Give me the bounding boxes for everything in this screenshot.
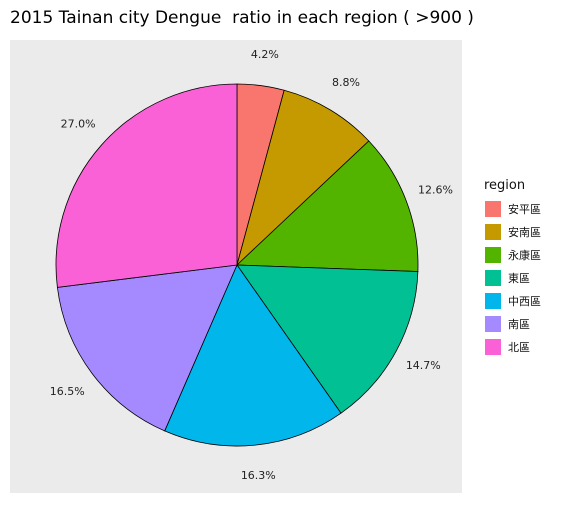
legend-item: 永康區 xyxy=(484,243,541,266)
chart-title: 2015 Tainan city Dengue ratio in each re… xyxy=(10,8,474,28)
pie-label-4: 14.7% xyxy=(406,359,441,372)
pie-slice-4 xyxy=(236,264,419,414)
pie-labels: 4.2% 8.8% 12.6% 14.7% 16.3% 16.5% 27.0% xyxy=(50,48,453,482)
pie-slice-6 xyxy=(56,264,238,432)
pie-label-2: 8.8% xyxy=(332,76,360,89)
legend-label: 南區 xyxy=(508,317,530,331)
pie-slice-5 xyxy=(164,264,342,447)
legend-label: 中西區 xyxy=(508,294,541,308)
legend-label: 安平區 xyxy=(508,202,541,216)
legend-swatch xyxy=(484,337,502,356)
pie-slice-2 xyxy=(236,89,370,267)
pie-label-5: 16.3% xyxy=(241,469,276,482)
legend-swatch xyxy=(484,199,502,218)
legend-swatch xyxy=(484,222,502,241)
legend-item: 安平區 xyxy=(484,197,541,220)
legend-item: 南區 xyxy=(484,312,541,335)
pie-label-3: 12.6% xyxy=(418,183,453,196)
legend-item: 東區 xyxy=(484,266,541,289)
legend: region 安平區安南區永康區東區中西區南區北區 xyxy=(484,178,541,358)
legend-item: 北區 xyxy=(484,335,541,358)
pie-label-1: 4.2% xyxy=(251,48,279,61)
legend-swatch xyxy=(484,291,502,310)
legend-item: 安南區 xyxy=(484,220,541,243)
pie-label-7: 27.0% xyxy=(61,118,96,131)
legend-item: 中西區 xyxy=(484,289,541,312)
legend-swatch xyxy=(484,245,502,264)
pie-slice-3 xyxy=(236,140,419,272)
legend-label: 東區 xyxy=(508,271,530,285)
legend-items: 安平區安南區永康區東區中西區南區北區 xyxy=(484,197,541,358)
legend-swatch xyxy=(484,314,502,333)
legend-swatch xyxy=(484,268,502,287)
legend-label: 安南區 xyxy=(508,225,541,239)
legend-label: 永康區 xyxy=(508,248,541,262)
legend-title: region xyxy=(484,178,526,193)
pie-slices xyxy=(55,83,419,447)
legend-label: 北區 xyxy=(508,340,530,354)
pie-slice-7 xyxy=(55,83,238,288)
pie-label-6: 16.5% xyxy=(50,385,85,398)
